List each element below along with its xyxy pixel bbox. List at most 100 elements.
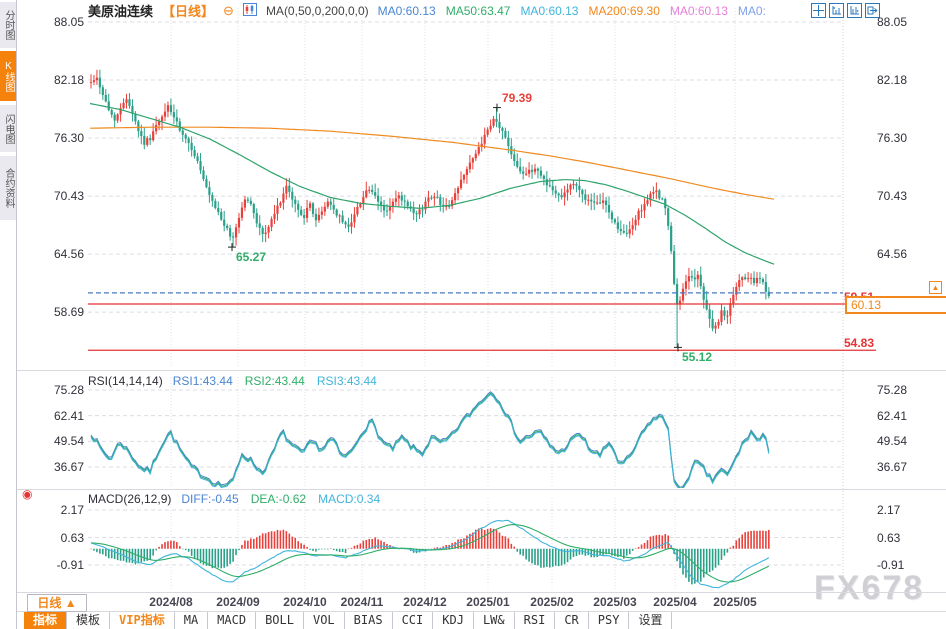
ma-legend-item: MA0: [737, 3, 766, 18]
macd-axis-label-right: 0.63 [877, 530, 901, 545]
expand-x-axis-icon[interactable] [847, 3, 862, 18]
toolbar-item-boll[interactable]: BOLL [256, 612, 304, 629]
ma-legend: MA0:60.13 MA50:63.47 MA0:60.13 MA200:69.30 M… [378, 4, 766, 18]
y-axis-label-left: 70.43 [53, 189, 84, 204]
go-to-latest-icon[interactable] [865, 3, 880, 18]
current-price-box[interactable]: 60.13 [845, 296, 946, 314]
collapse-icon[interactable]: ⊖ [223, 3, 234, 18]
macd-axis-label-left: 0.63 [60, 530, 84, 545]
toolbar-item-vol[interactable]: VOL [303, 612, 345, 629]
toolbar-item-设置[interactable]: 设置 [629, 612, 673, 629]
compress-x-axis-icon[interactable] [829, 3, 844, 18]
ma-legend-item: MA0:60.13 [377, 3, 436, 18]
symbol-title: 美原油连续 [88, 4, 154, 19]
macd-axis-label-right: 2.17 [877, 503, 901, 517]
toolbar-item-模板[interactable]: 模板 [67, 612, 111, 629]
rsi-axis-label-right: 49.54 [877, 434, 908, 449]
y-axis-label-right: 76.30 [877, 131, 908, 146]
x-axis-date-label: 2025/05 [713, 595, 757, 609]
y-axis-label-left: 76.30 [53, 131, 84, 146]
chevron-up-icon: ▲ [64, 596, 77, 610]
chart-header: 美原油连续 【日线】 ⊖ MA(0,50,0,200,0,0) MA0:60.13… [88, 2, 766, 19]
toolbar-item-cci[interactable]: CCI [392, 612, 434, 629]
rsi-axis-label-right: 75.28 [877, 383, 908, 397]
toolbar-item-rsi[interactable]: RSI [514, 612, 556, 629]
rsi-legend: RSI1:43.44 RSI2:43.44 RSI3:43.44 [173, 374, 377, 388]
y-axis-label-left: 82.18 [53, 73, 84, 87]
x-axis-date-label: 2025/02 [530, 595, 574, 609]
toolbar-item-vip指标[interactable]: VIP指标 [110, 612, 175, 629]
sidebar-tab-lightning-chart[interactable]: 闪电图 [0, 105, 16, 152]
x-axis-date-label: 2025/01 [466, 595, 510, 609]
sidebar-tab-time-chart[interactable]: 分时图 [0, 2, 16, 48]
x-axis-date-label: 2024/11 [340, 595, 384, 609]
macd-axis-label-left: 2.17 [60, 503, 84, 517]
x-axis-date-label: 2024/10 [283, 595, 327, 609]
panel-divider [17, 592, 946, 593]
rsi-title: RSI(14,14,14) [88, 374, 163, 388]
rsi-legend-item: RSI2:43.44 [244, 374, 305, 388]
watermark: FX678 [814, 569, 925, 607]
ma-legend-item: MA0:60.13 [669, 3, 728, 18]
y-axis-label-right: 70.43 [877, 189, 908, 204]
y-axis-label-left: 88.05 [53, 15, 84, 29]
ma-settings: MA(0,50,0,200,0,0) [265, 3, 369, 18]
period-label: 【日线】 [162, 4, 215, 19]
toolbar-item-cr[interactable]: CR [555, 612, 589, 629]
x-axis-date-label: 2024/09 [216, 595, 260, 609]
macd-axis-label-right: -0.91 [877, 558, 905, 572]
ma-legend-item: MA200:69.30 [588, 3, 660, 18]
x-axis-date-label: 2025/03 [593, 595, 637, 609]
low-price-annotation: 55.12 [682, 350, 713, 365]
y-axis-label-left: 64.56 [53, 247, 84, 262]
chart-tool-icons [811, 3, 880, 18]
panel-divider [17, 489, 946, 490]
toolbar-item-macd[interactable]: MACD [208, 612, 257, 629]
toolbar-item-lw&[interactable]: LW& [473, 612, 515, 629]
crosshair-icon[interactable] [811, 3, 826, 18]
macd-panel-header: MACD(26,12,9) DIFF:-0.45 DEA:-0.62 MACD:0.… [88, 492, 380, 506]
macd-marker-icon[interactable]: ◉ [22, 487, 33, 501]
rsi-axis-label-left: 36.67 [53, 460, 84, 474]
sidebar-tab-kline-chart[interactable]: K线图 [0, 51, 16, 101]
rsi-panel-header: RSI(14,14,14) RSI1:43.44 RSI2:43.44 RSI3:4… [88, 374, 377, 388]
rsi-axis-label-left: 49.54 [53, 434, 84, 449]
indicator-toolbar: 指标 模板 VIP指标 MA MACD BOLL VOL BIAS CCI KDJ LW& RSI CR… [24, 612, 673, 629]
rsi-axis-label-left: 75.28 [53, 383, 84, 397]
toolbar-item-bias[interactable]: BIAS [344, 612, 393, 629]
macd-title: MACD(26,12,9) [88, 492, 172, 506]
period-selector-label: 日线 [37, 596, 62, 610]
macd-axis-label-left: -0.91 [56, 558, 84, 572]
toolbar-item-指标[interactable]: 指标 [24, 612, 68, 629]
y-axis-label-left: 58.69 [53, 305, 84, 320]
macd-legend-item: DIFF:-0.45 [181, 492, 239, 506]
y-axis-label-right: 82.18 [877, 73, 908, 87]
level-label: 54.83 [843, 336, 874, 351]
ma-legend-item: MA0:60.13 [520, 3, 579, 18]
ma-legend-item: MA50:63.47 [445, 3, 511, 18]
rsi-legend-item: RSI1:43.44 [172, 374, 233, 388]
sidebar-tab-contract-info[interactable]: 合约资料 [0, 156, 16, 220]
period-selector[interactable]: 日线 ▲ [27, 594, 87, 612]
toolbar-item-ma[interactable]: MA [174, 612, 209, 629]
x-axis-date-label: 2025/04 [653, 595, 697, 609]
macd-legend: DIFF:-0.45 DEA:-0.62 MACD:0.34 [181, 492, 380, 506]
low-price-annotation: 65.27 [236, 250, 267, 265]
high-price-annotation: 79.39 [502, 90, 533, 105]
price-alert-icon[interactable]: ▲ [929, 281, 942, 294]
rsi-axis-label-right: 62.41 [877, 408, 908, 423]
rsi-axis-label-right: 36.67 [877, 460, 908, 474]
toolbar-item-psy[interactable]: PSY [588, 612, 630, 629]
toolbar-item-kdj[interactable]: KDJ [433, 612, 474, 629]
macd-legend-item: MACD:0.34 [318, 492, 381, 506]
y-axis-label-right: 88.05 [877, 15, 908, 29]
x-axis-date-label: 2024/12 [403, 595, 447, 609]
kline-mini-icon[interactable] [242, 2, 257, 19]
panel-divider [17, 611, 946, 612]
macd-legend-item: DEA:-0.62 [250, 492, 307, 506]
rsi-legend-item: RSI3:43.44 [316, 374, 377, 388]
y-axis-label-right: 64.56 [877, 247, 908, 262]
x-axis-date-label: 2024/08 [149, 595, 193, 609]
